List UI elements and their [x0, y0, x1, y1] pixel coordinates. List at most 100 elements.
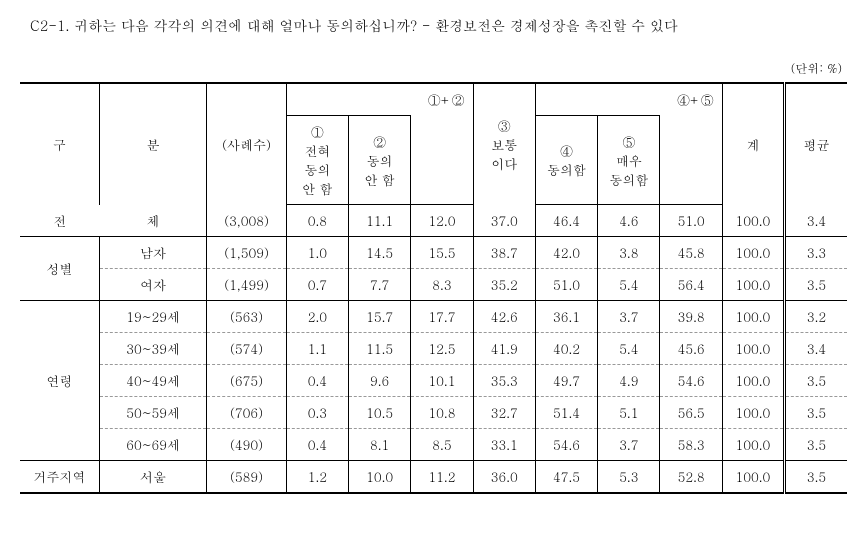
- data-cell: 100.0: [722, 237, 784, 269]
- data-cell: (706): [207, 397, 286, 429]
- data-cell: 51.4: [535, 397, 597, 429]
- data-cell: 10.0: [349, 461, 411, 494]
- data-cell: (563): [207, 301, 286, 333]
- data-cell: 8.1: [349, 429, 411, 461]
- data-cell: 14.5: [349, 237, 411, 269]
- data-cell: 47.5: [535, 461, 597, 494]
- data-cell: 11.5: [349, 333, 411, 365]
- data-cell: 36.0: [473, 461, 535, 494]
- header-sample: (사례수): [207, 83, 286, 205]
- subcategory-cell: 체: [99, 205, 207, 237]
- data-cell: 3.5: [785, 429, 847, 461]
- data-cell: 4.6: [598, 205, 660, 237]
- data-cell: 52.8: [660, 461, 722, 494]
- unit-label: (단위: %): [20, 60, 847, 77]
- header-col5: ⑤ 매우 동의함: [598, 116, 660, 205]
- data-cell: 39.8: [660, 301, 722, 333]
- data-cell: 11.1: [349, 205, 411, 237]
- data-cell: 41.9: [473, 333, 535, 365]
- data-cell: 9.6: [349, 365, 411, 397]
- header-col12: [411, 116, 473, 205]
- data-cell: 8.3: [411, 269, 473, 301]
- data-cell: 3.5: [785, 397, 847, 429]
- data-cell: 54.6: [535, 429, 597, 461]
- data-cell: 5.4: [598, 333, 660, 365]
- header-group12: ①+②: [286, 83, 473, 116]
- data-cell: 58.3: [660, 429, 722, 461]
- data-cell: (675): [207, 365, 286, 397]
- header-total: 계: [722, 83, 784, 205]
- header-col3: ③ 보통 이다: [473, 83, 535, 205]
- data-cell: 40.2: [535, 333, 597, 365]
- data-cell: 100.0: [722, 333, 784, 365]
- data-cell: 3.4: [785, 205, 847, 237]
- data-cell: 32.7: [473, 397, 535, 429]
- category-cell: 성별: [20, 237, 99, 301]
- data-cell: 3.8: [598, 237, 660, 269]
- data-cell: 46.4: [535, 205, 597, 237]
- subcategory-cell: 19~29세: [99, 301, 207, 333]
- data-cell: 54.6: [660, 365, 722, 397]
- subcategory-cell: 40~49세: [99, 365, 207, 397]
- data-cell: 37.0: [473, 205, 535, 237]
- data-cell: 3.5: [785, 269, 847, 301]
- data-cell: 12.0: [411, 205, 473, 237]
- data-cell: 100.0: [722, 301, 784, 333]
- header-col2: ② 동의 안 함: [349, 116, 411, 205]
- data-cell: 3.7: [598, 429, 660, 461]
- data-cell: 3.5: [785, 365, 847, 397]
- data-cell: 0.3: [286, 397, 348, 429]
- data-cell: 0.4: [286, 365, 348, 397]
- data-cell: 45.8: [660, 237, 722, 269]
- data-cell: 10.1: [411, 365, 473, 397]
- data-cell: 15.5: [411, 237, 473, 269]
- data-cell: 3.4: [785, 333, 847, 365]
- data-cell: 3.5: [785, 461, 847, 494]
- data-cell: 51.0: [535, 269, 597, 301]
- data-cell: 1.1: [286, 333, 348, 365]
- data-cell: 17.7: [411, 301, 473, 333]
- data-cell: 42.6: [473, 301, 535, 333]
- data-cell: 5.4: [598, 269, 660, 301]
- header-col1: ① 전혀 동의 안 함: [286, 116, 348, 205]
- data-cell: 11.2: [411, 461, 473, 494]
- subcategory-cell: 30~39세: [99, 333, 207, 365]
- data-cell: 0.7: [286, 269, 348, 301]
- data-cell: 4.9: [598, 365, 660, 397]
- data-cell: 42.0: [535, 237, 597, 269]
- data-cell: (490): [207, 429, 286, 461]
- subcategory-cell: 여자: [99, 269, 207, 301]
- data-cell: 10.8: [411, 397, 473, 429]
- header-col45: [660, 116, 722, 205]
- category-cell: 전: [20, 205, 99, 237]
- data-cell: 56.5: [660, 397, 722, 429]
- subcategory-cell: 서울: [99, 461, 207, 494]
- data-cell: 0.4: [286, 429, 348, 461]
- data-cell: 1.0: [286, 237, 348, 269]
- data-cell: 49.7: [535, 365, 597, 397]
- subcategory-cell: 60~69세: [99, 429, 207, 461]
- data-cell: 15.7: [349, 301, 411, 333]
- data-cell: 12.5: [411, 333, 473, 365]
- data-cell: 35.2: [473, 269, 535, 301]
- data-cell: 100.0: [722, 429, 784, 461]
- data-cell: 5.3: [598, 461, 660, 494]
- header-bun: 분: [99, 83, 207, 205]
- data-cell: (574): [207, 333, 286, 365]
- header-gu: 구: [20, 83, 99, 205]
- subcategory-cell: 남자: [99, 237, 207, 269]
- data-cell: 3.7: [598, 301, 660, 333]
- survey-table: 구 분 (사례수) ①+② ③ 보통 이다 ④+⑤ 계 평균 ① 전혀 동의 안…: [20, 82, 847, 494]
- data-cell: 2.0: [286, 301, 348, 333]
- data-cell: 51.0: [660, 205, 722, 237]
- data-cell: (589): [207, 461, 286, 494]
- table-title: C2-1. 귀하는 다음 각각의 의견에 대해 얼마나 동의하십니까? - 환경…: [20, 15, 847, 35]
- data-cell: 56.4: [660, 269, 722, 301]
- data-cell: 1.2: [286, 461, 348, 494]
- data-cell: (3,008): [207, 205, 286, 237]
- data-cell: 100.0: [722, 397, 784, 429]
- data-cell: 3.2: [785, 301, 847, 333]
- header-group45: ④+⑤: [535, 83, 722, 116]
- data-cell: 8.5: [411, 429, 473, 461]
- subcategory-cell: 50~59세: [99, 397, 207, 429]
